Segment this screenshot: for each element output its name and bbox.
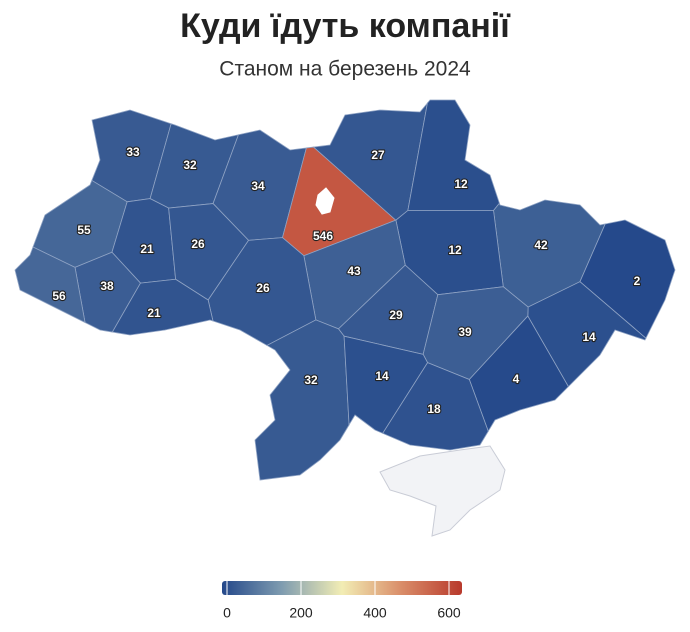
value-label: 12 — [454, 177, 468, 191]
value-label: 39 — [458, 325, 472, 339]
region — [111, 278, 214, 336]
value-label: 38 — [100, 279, 114, 293]
value-label: 26 — [191, 237, 205, 251]
value-label: 26 — [256, 281, 270, 295]
value-label: 12 — [448, 243, 462, 257]
subtitle: Станом на березень 2024 — [219, 58, 471, 81]
value-label: 14 — [375, 369, 389, 383]
crimea — [379, 445, 506, 537]
legend-tick-label: 600 — [437, 605, 461, 621]
legend-tick-label: 400 — [363, 605, 387, 621]
value-label: 56 — [52, 289, 66, 303]
value-label: 33 — [126, 145, 140, 159]
kyiv-city — [315, 187, 335, 215]
value-label: 43 — [347, 264, 361, 278]
value-label: 29 — [389, 308, 403, 322]
legend: 0 200 400 600 — [222, 581, 462, 621]
region — [382, 362, 489, 451]
value-label: 2 — [634, 274, 641, 288]
regions — [14, 99, 676, 481]
value-label: 21 — [140, 242, 154, 256]
region — [468, 315, 569, 433]
value-label: 42 — [534, 238, 548, 252]
value-label: 14 — [582, 330, 596, 344]
legend-tick-label: 200 — [289, 605, 313, 621]
legend-tick-label: 0 — [223, 605, 231, 621]
legend-bar — [222, 581, 462, 595]
value-labels: 33 32 34 546 27 12 42 2 14 12 43 55 21 26 26 38 56 21 29 39… — [51, 144, 642, 417]
value-label: 18 — [427, 402, 441, 416]
value-label: 32 — [183, 158, 197, 172]
title: Куди їдуть компанії — [180, 7, 511, 45]
region — [254, 319, 350, 481]
region — [14, 246, 86, 324]
value-label: 32 — [304, 373, 318, 387]
region — [207, 237, 317, 346]
value-label: 21 — [147, 306, 161, 320]
value-label: 55 — [77, 223, 91, 237]
region — [343, 335, 429, 434]
region — [527, 281, 647, 388]
value-label: 4 — [513, 372, 520, 386]
value-label: 546 — [313, 229, 333, 243]
value-label: 34 — [251, 179, 265, 193]
value-label: 27 — [371, 148, 385, 162]
